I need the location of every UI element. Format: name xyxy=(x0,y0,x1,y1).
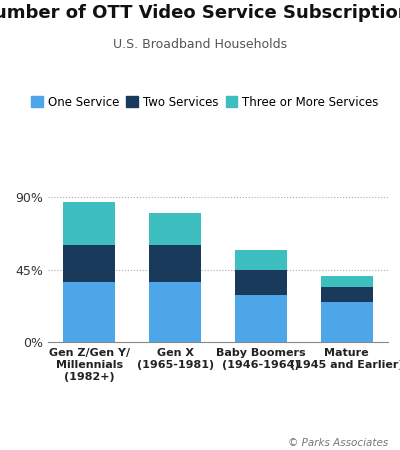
Bar xyxy=(149,283,201,342)
Bar xyxy=(235,250,287,270)
Text: Number of OTT Video Service Subscriptions: Number of OTT Video Service Subscription… xyxy=(0,4,400,22)
Bar xyxy=(321,287,372,302)
Bar xyxy=(64,202,115,245)
Bar xyxy=(64,283,115,342)
Text: U.S. Broadband Households: U.S. Broadband Households xyxy=(113,38,287,51)
Bar xyxy=(321,302,372,342)
Bar xyxy=(149,213,201,245)
Bar xyxy=(149,245,201,283)
Text: © Parks Associates: © Parks Associates xyxy=(288,438,388,448)
Bar xyxy=(235,270,287,295)
Bar xyxy=(235,295,287,342)
Bar xyxy=(64,245,115,283)
Legend: One Service, Two Services, Three or More Services: One Service, Two Services, Three or More… xyxy=(27,91,383,113)
Bar xyxy=(321,276,372,287)
